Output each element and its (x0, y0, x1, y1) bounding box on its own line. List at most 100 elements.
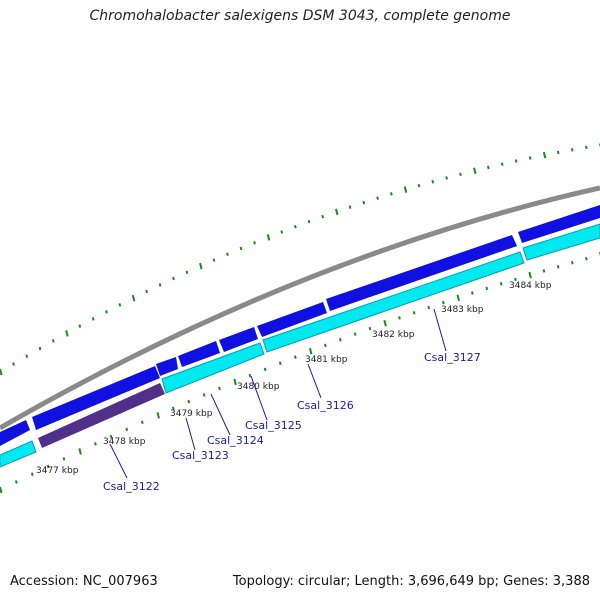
gc-tick (65, 330, 69, 337)
tick-label: 3479 kbp (170, 409, 213, 419)
gc-tick (248, 373, 252, 378)
gene-label-csal-3122[interactable]: Csal_3122 (103, 480, 160, 493)
gc-tick (94, 442, 97, 446)
gc-tick (442, 300, 445, 305)
forward-gene[interactable] (219, 327, 258, 352)
gc-tick (362, 200, 366, 205)
gc-tick (172, 406, 175, 411)
gc-tick (556, 150, 560, 155)
gc-tick (473, 167, 477, 175)
gc-tick (499, 282, 503, 286)
gc-tick (226, 252, 229, 256)
gc-tick (187, 399, 191, 404)
gc-tick (471, 291, 474, 295)
gc-tick (212, 258, 216, 262)
gene-label-csal-3123[interactable]: Csal_3123 (172, 449, 229, 462)
label-leader-line (109, 443, 128, 479)
gc-tick (500, 162, 504, 166)
gene-label-csal-3126[interactable]: Csal_3126 (297, 399, 354, 412)
gc-tick (294, 355, 297, 359)
backbone-ring (0, 185, 600, 431)
gc-tick (0, 486, 3, 494)
gc-tick (584, 145, 588, 150)
gc-tick (307, 219, 311, 224)
gc-tick (118, 303, 122, 307)
gc-tick (427, 305, 431, 310)
gc-tick (368, 326, 372, 331)
gc-tick (78, 324, 82, 328)
gc-tick (141, 420, 144, 425)
gc-tick (485, 286, 489, 291)
label-leader-line (210, 393, 231, 436)
reverse-gene[interactable] (161, 342, 265, 394)
gc-tick (15, 480, 18, 484)
gc-tick (556, 264, 560, 269)
gc-tick (109, 434, 113, 439)
gc-tick (239, 246, 243, 251)
gc-tick (456, 294, 460, 302)
forward-gene[interactable] (156, 357, 178, 376)
gc-tick (542, 269, 546, 273)
gc-tick (280, 230, 284, 234)
forward-gene[interactable] (32, 366, 160, 430)
reverse-strand-track (0, 223, 600, 468)
gc-tick (158, 283, 162, 287)
gc-tick (131, 294, 136, 302)
reverse-gene[interactable] (262, 251, 525, 353)
forward-gene[interactable] (257, 302, 327, 337)
label-leader-line (250, 375, 268, 421)
tick-label: 3481 kbp (305, 355, 348, 365)
gc-tick (78, 448, 82, 455)
gc-tick (321, 214, 325, 219)
tick-label: 3483 kbp (441, 305, 484, 315)
gc-tick (263, 367, 267, 372)
forward-gene[interactable] (518, 205, 600, 243)
tick-label: 3478 kbp (103, 437, 146, 447)
forward-strand-track (0, 205, 600, 446)
gc-tick (514, 277, 517, 282)
gc-tick (51, 339, 55, 343)
gc-tick (233, 378, 237, 386)
gc-tick (309, 348, 313, 355)
gc-tick (403, 186, 408, 193)
gc-tick (376, 196, 379, 200)
gc-tick (62, 457, 66, 461)
gc-tick (417, 183, 421, 188)
genome-summary: Topology: circular; Length: 3,696,649 bp… (232, 574, 590, 589)
forward-gene[interactable] (326, 235, 517, 311)
gene-label-csal-3124[interactable]: Csal_3124 (207, 434, 264, 447)
label-leader-line (185, 417, 196, 451)
reverse-gene[interactable] (522, 223, 600, 261)
gc-tick (105, 310, 108, 314)
gc-tick (266, 234, 271, 241)
gc-tick (156, 412, 160, 419)
gc-tick (46, 464, 50, 469)
gc-tick (218, 386, 221, 391)
gc-tick (125, 427, 129, 432)
gc-tick (383, 319, 387, 327)
gc-tick (294, 225, 297, 229)
gc-tick (172, 276, 175, 281)
accession-label: Accession: NC_007963 (10, 574, 158, 589)
forward-gene[interactable] (0, 420, 30, 446)
gc-tick (398, 316, 401, 320)
tick-label: 3484 kbp (509, 281, 552, 291)
forward-gene[interactable] (178, 341, 220, 367)
gc-tick (585, 257, 588, 261)
gc-tick (202, 393, 206, 397)
tick-label: 3480 kbp (237, 382, 280, 392)
gc-tick (253, 241, 256, 245)
gc-tick (38, 346, 42, 351)
gene-label-csal-3127[interactable]: Csal_3127 (424, 351, 481, 364)
gc-tick (145, 289, 148, 294)
gc-tick (445, 176, 448, 180)
gc-tick (278, 361, 282, 365)
gc-tick (338, 337, 342, 342)
reverse-gene[interactable] (38, 383, 165, 448)
gene-label-csal-3125[interactable]: Csal_3125 (245, 419, 302, 432)
map-title: Chromohalobacter salexigens DSM 3043, co… (89, 8, 511, 24)
gc-tick (185, 270, 189, 274)
reverse-gene[interactable] (0, 440, 37, 468)
gc-tick (570, 260, 574, 265)
